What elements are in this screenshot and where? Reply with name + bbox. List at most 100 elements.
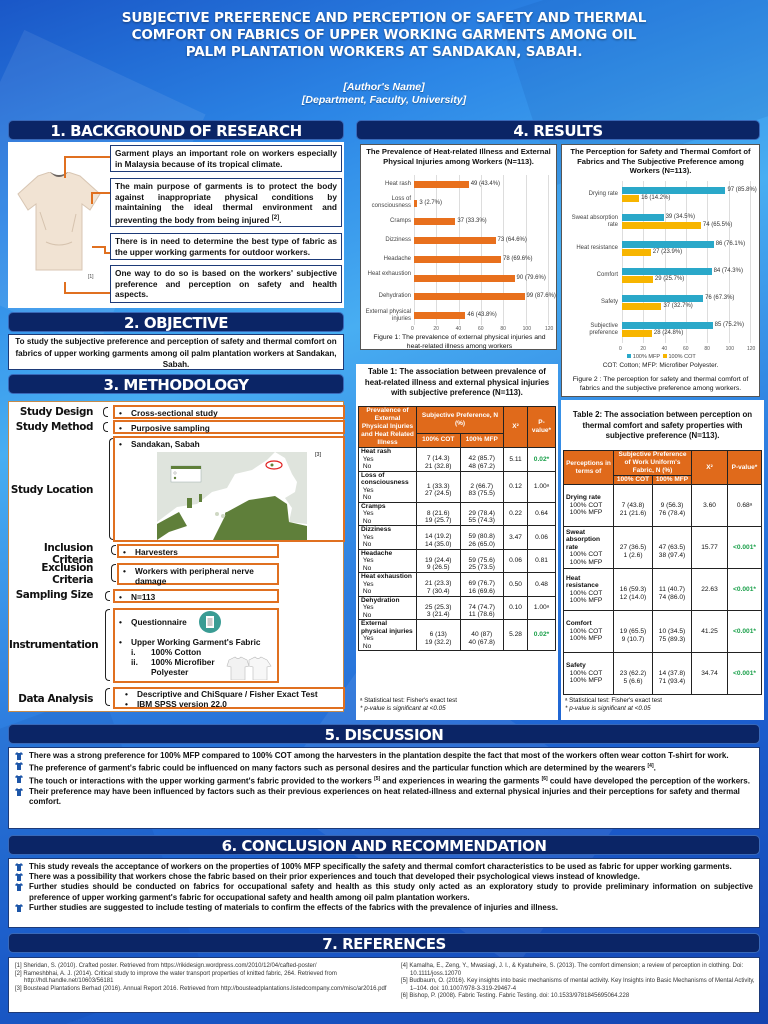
- white-shirts-image: [226, 656, 272, 680]
- x-tick-label: 40: [455, 326, 462, 332]
- exclusion-criteria-box: • Workers with peripheral nerve damage: [117, 563, 279, 586]
- chart-plot-area: 49 (43.4%) 3 (2.7%) 37 (33.3%) 73 (64.6%) 78…: [414, 175, 556, 325]
- tshirt-bullet-icon: [15, 873, 23, 882]
- chi-square-value: 0.06: [503, 548, 528, 573]
- table1-note-fisher: ᵃ Statistical test: Fisher's exact test: [360, 697, 457, 704]
- references-right-column: [4] Kamalha, E., Zeng, Y., Mwasiagi, J. …: [401, 963, 757, 1001]
- gridline: [622, 181, 623, 343]
- citation: [2]: [271, 214, 280, 221]
- category-label: Sweat absorption rate: [571, 214, 618, 228]
- table1-caption: Table 1: The association between prevale…: [364, 367, 550, 397]
- x-tick-label: 0: [411, 326, 414, 332]
- mfp-b: 75 (89.3): [658, 635, 686, 643]
- no-label: No: [361, 611, 372, 619]
- cot-yes: 1 (33.3): [426, 482, 450, 490]
- condition-name: Heat rash: [361, 448, 392, 455]
- study-design-box: • Cross-sectional study: [113, 405, 345, 419]
- sampling-size-box: • N=113: [113, 589, 279, 603]
- table2-header-p: P-value*: [727, 450, 762, 485]
- table-row: Heat resistance 100% COT 100% MFP 16 (59.…: [563, 568, 762, 611]
- mfp-cell: 2 (66.7) 83 (75.5): [459, 470, 504, 503]
- label-study-method: Study Method: [15, 421, 94, 433]
- chi-square-value: 0.22: [503, 501, 528, 526]
- conclusion-point: This study reveals the acceptance of wor…: [15, 862, 753, 872]
- p-value: <0.001*: [727, 526, 762, 569]
- x-tick-label: 120: [545, 326, 554, 332]
- data-analysis-box: • Descriptive and ChiSquare / Fisher Exac…: [113, 687, 345, 709]
- chart-bar: [622, 275, 653, 283]
- author-affiliation: [Department, Faculty, University]: [301, 94, 467, 106]
- condition-name: External physical injuries: [361, 620, 413, 635]
- p-value: 0.68ᵃ: [727, 484, 762, 527]
- label-instrumentation: Instrumentation: [9, 639, 99, 651]
- row-label: Safety 100% COT 100% MFP: [563, 652, 614, 695]
- connector-arrow: [64, 156, 66, 178]
- objective-text: To study the subjective preference and p…: [8, 334, 344, 370]
- row-label: Cramps Yes No: [358, 501, 417, 526]
- bar-value-label: 39 (34.5%): [665, 213, 695, 220]
- author-block: [Author's Name] [Department, Faculty, Un…: [200, 81, 568, 107]
- section-header-discussion: 5. DISCUSSION: [8, 724, 760, 744]
- background-point-3: There is in need to determine the best t…: [110, 233, 342, 260]
- mfp-cell: 40 (87) 40 (67.8): [459, 619, 504, 651]
- connector-arrow: [91, 192, 110, 194]
- figure-caption: Figure 2 : The perception for safety and…: [563, 376, 758, 394]
- data-analysis-software: IBM SPSS version 22.0: [137, 699, 227, 709]
- mfp-a: 9 (56.3): [660, 502, 684, 509]
- table-row: Headache Yes No 19 (24.4) 9 (26.5) 59 (75.6…: [358, 548, 556, 573]
- table1-header-group: Subjective Preference, N (%): [416, 406, 504, 434]
- table2-header-cot: 100% COT: [613, 475, 653, 485]
- mfp-cell: 74 (74.7) 11 (78.6): [459, 595, 504, 620]
- cot-a: 23 (62.2): [619, 670, 647, 677]
- x-tick-label: 100: [522, 326, 531, 332]
- references-panel: [1] Sheridan, S. (2010). Crafted poster.…: [8, 957, 760, 1013]
- sabah-map-image: [157, 452, 307, 540]
- category-label: Dehydration: [378, 293, 411, 300]
- row-cot-label: 100% COT: [566, 551, 603, 559]
- table2-note-fisher: ᵃ Statistical test: Fisher's exact test: [565, 697, 662, 704]
- mfp-cell: 69 (76.7) 16 (69.6): [459, 572, 504, 597]
- cot-no: 19 (25.7): [425, 517, 452, 525]
- no-label: No: [361, 588, 372, 595]
- conclusion-point: Further studies should be conducted on f…: [15, 882, 753, 902]
- mfp-a: 47 (63.5): [658, 544, 686, 551]
- p-value: 0.06: [527, 525, 556, 550]
- p-value: 1.00ᵃ: [527, 470, 556, 503]
- chi-square-value: 41.25: [691, 610, 728, 653]
- no-label: No: [361, 642, 372, 650]
- cot-cell: 14 (19.2) 14 (35.0): [416, 525, 461, 550]
- cot-cell: 1 (33.3) 27 (24.5): [416, 470, 461, 503]
- conclusion-point: Further studies are suggested to include…: [15, 903, 753, 913]
- chart-bar: [414, 218, 456, 226]
- category-label: Headache: [383, 255, 411, 262]
- image-ref: [1]: [88, 274, 94, 280]
- mfp-cell: 29 (78.4) 55 (74.3): [459, 501, 504, 526]
- gridline: [481, 175, 482, 325]
- study-method-box: • Purposive sampling: [113, 420, 345, 434]
- tshirt-bullet-icon: [15, 787, 23, 796]
- mfp-cell: 9 (56.3) 76 (78.4): [652, 484, 692, 527]
- discussion-text: The touch or interactions with the upper…: [29, 776, 375, 786]
- condition-name: Dizziness: [361, 526, 392, 533]
- cot-yes: 21 (23.3): [425, 580, 452, 588]
- section-header-conclusion: 6. CONCLUSION AND RECOMMENDATION: [8, 835, 760, 855]
- bar-value-label: 27 (23.9%): [652, 248, 683, 255]
- mfp-no: 25 (73.5): [468, 564, 495, 572]
- discussion-text: There was a strong preference for 100% M…: [29, 751, 729, 760]
- no-label: No: [361, 564, 372, 572]
- p-value: 0.02*: [527, 447, 556, 472]
- chart-bar: [414, 274, 515, 282]
- p-value: 0.02*: [527, 619, 556, 651]
- row-mfp-label: 100% MFP: [566, 558, 603, 566]
- table1-body: Heat rash Yes No 7 (14.3) 21 (32.8) 42 (85.…: [358, 447, 556, 651]
- table-row: Cramps Yes No 8 (21.6) 19 (25.7) 29 (78.4) 5…: [358, 501, 556, 526]
- discussion-point: There was a strong preference for 100% M…: [15, 751, 753, 761]
- x-tick-label: 20: [640, 346, 646, 352]
- label-study-design: Study Design: [19, 406, 94, 418]
- chart-plot-area: 97 (85.8%) 16 (14.2%) 39 (34.5%) 74 (65.5%)…: [622, 181, 757, 343]
- chart-bar: [622, 267, 712, 275]
- cot-b: 12 (14.0): [619, 593, 647, 601]
- cot-cell: 16 (59.3) 12 (14.0): [613, 568, 653, 611]
- study-design-value: Cross-sectional study: [131, 408, 218, 418]
- bar-value-label: 37 (33.3%): [457, 218, 487, 225]
